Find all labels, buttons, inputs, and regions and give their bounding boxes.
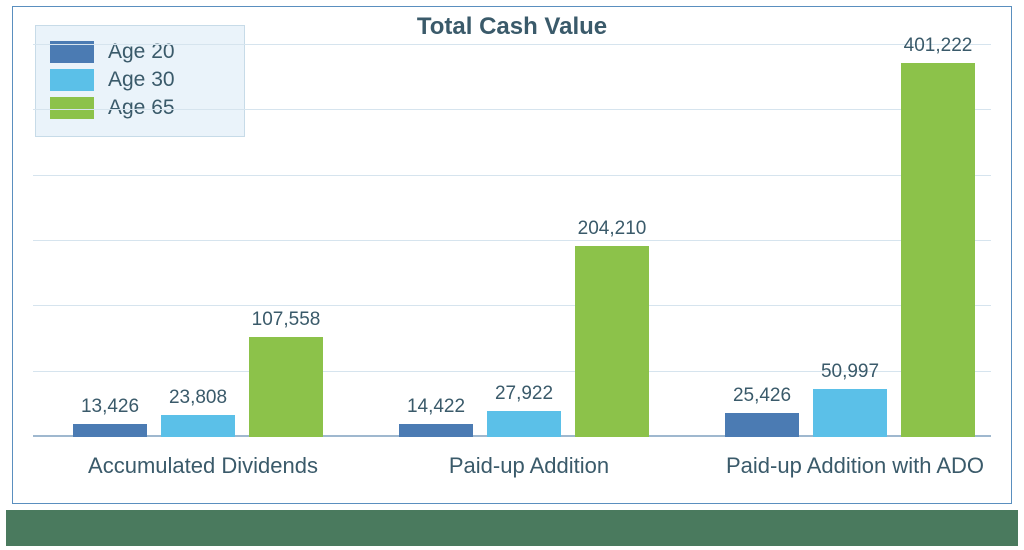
bar	[901, 63, 975, 437]
category-label-2: Paid-up Addition with ADO	[705, 453, 1005, 479]
bar	[725, 413, 799, 437]
gridline	[33, 44, 991, 45]
bar	[575, 246, 649, 437]
bar	[813, 389, 887, 437]
category-label-0: Accumulated Dividends	[53, 453, 353, 479]
bar	[161, 415, 235, 437]
value-label: 401,222	[878, 35, 998, 57]
category-label-1: Paid-up Addition	[379, 453, 679, 479]
value-label: 23,808	[138, 387, 258, 409]
plot-area: 13,42623,808107,55814,42227,922204,21025…	[33, 47, 991, 437]
gridline	[33, 109, 991, 110]
value-label: 50,997	[790, 361, 910, 383]
value-label: 204,210	[552, 218, 672, 240]
value-label: 107,558	[226, 309, 346, 331]
footer-bar	[6, 510, 1018, 546]
chart-frame: Total Cash Value Age 20 Age 30 Age 65 13…	[12, 6, 1012, 504]
gridline	[33, 240, 991, 241]
bar	[249, 337, 323, 437]
bar	[73, 424, 147, 437]
value-label: 25,426	[702, 385, 822, 407]
bar	[487, 411, 561, 437]
gridline	[33, 175, 991, 176]
gridline	[33, 305, 991, 306]
bar	[399, 424, 473, 437]
value-label: 27,922	[464, 383, 584, 405]
